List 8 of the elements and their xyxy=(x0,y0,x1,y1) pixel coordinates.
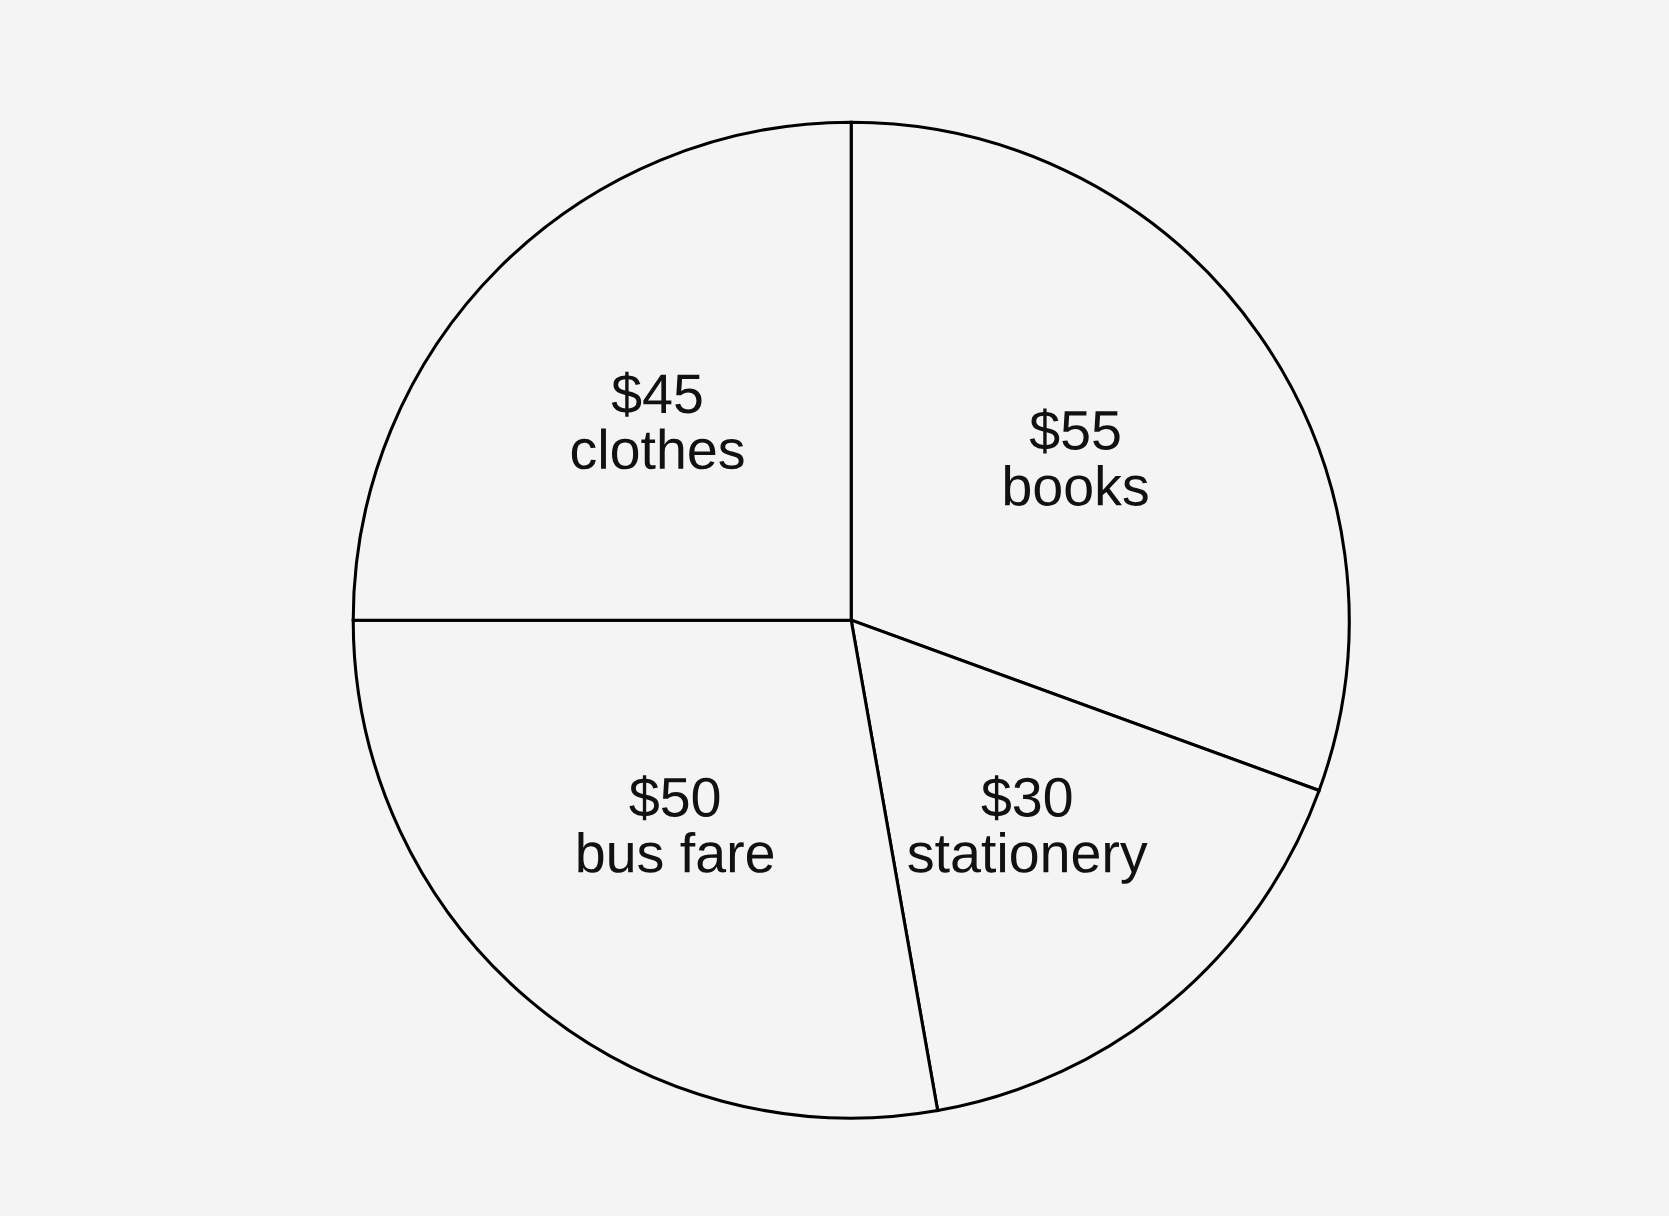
data-label: $55 xyxy=(1029,408,1120,454)
slice-label: bus fare xyxy=(578,831,774,873)
slice-label: clothes xyxy=(571,428,744,470)
data-label: $50 xyxy=(629,775,720,821)
data-label: $30 xyxy=(981,775,1072,821)
slice-label: books xyxy=(1005,465,1148,506)
data-label: $45 xyxy=(611,371,702,417)
slice-label: stationery xyxy=(908,831,1148,884)
